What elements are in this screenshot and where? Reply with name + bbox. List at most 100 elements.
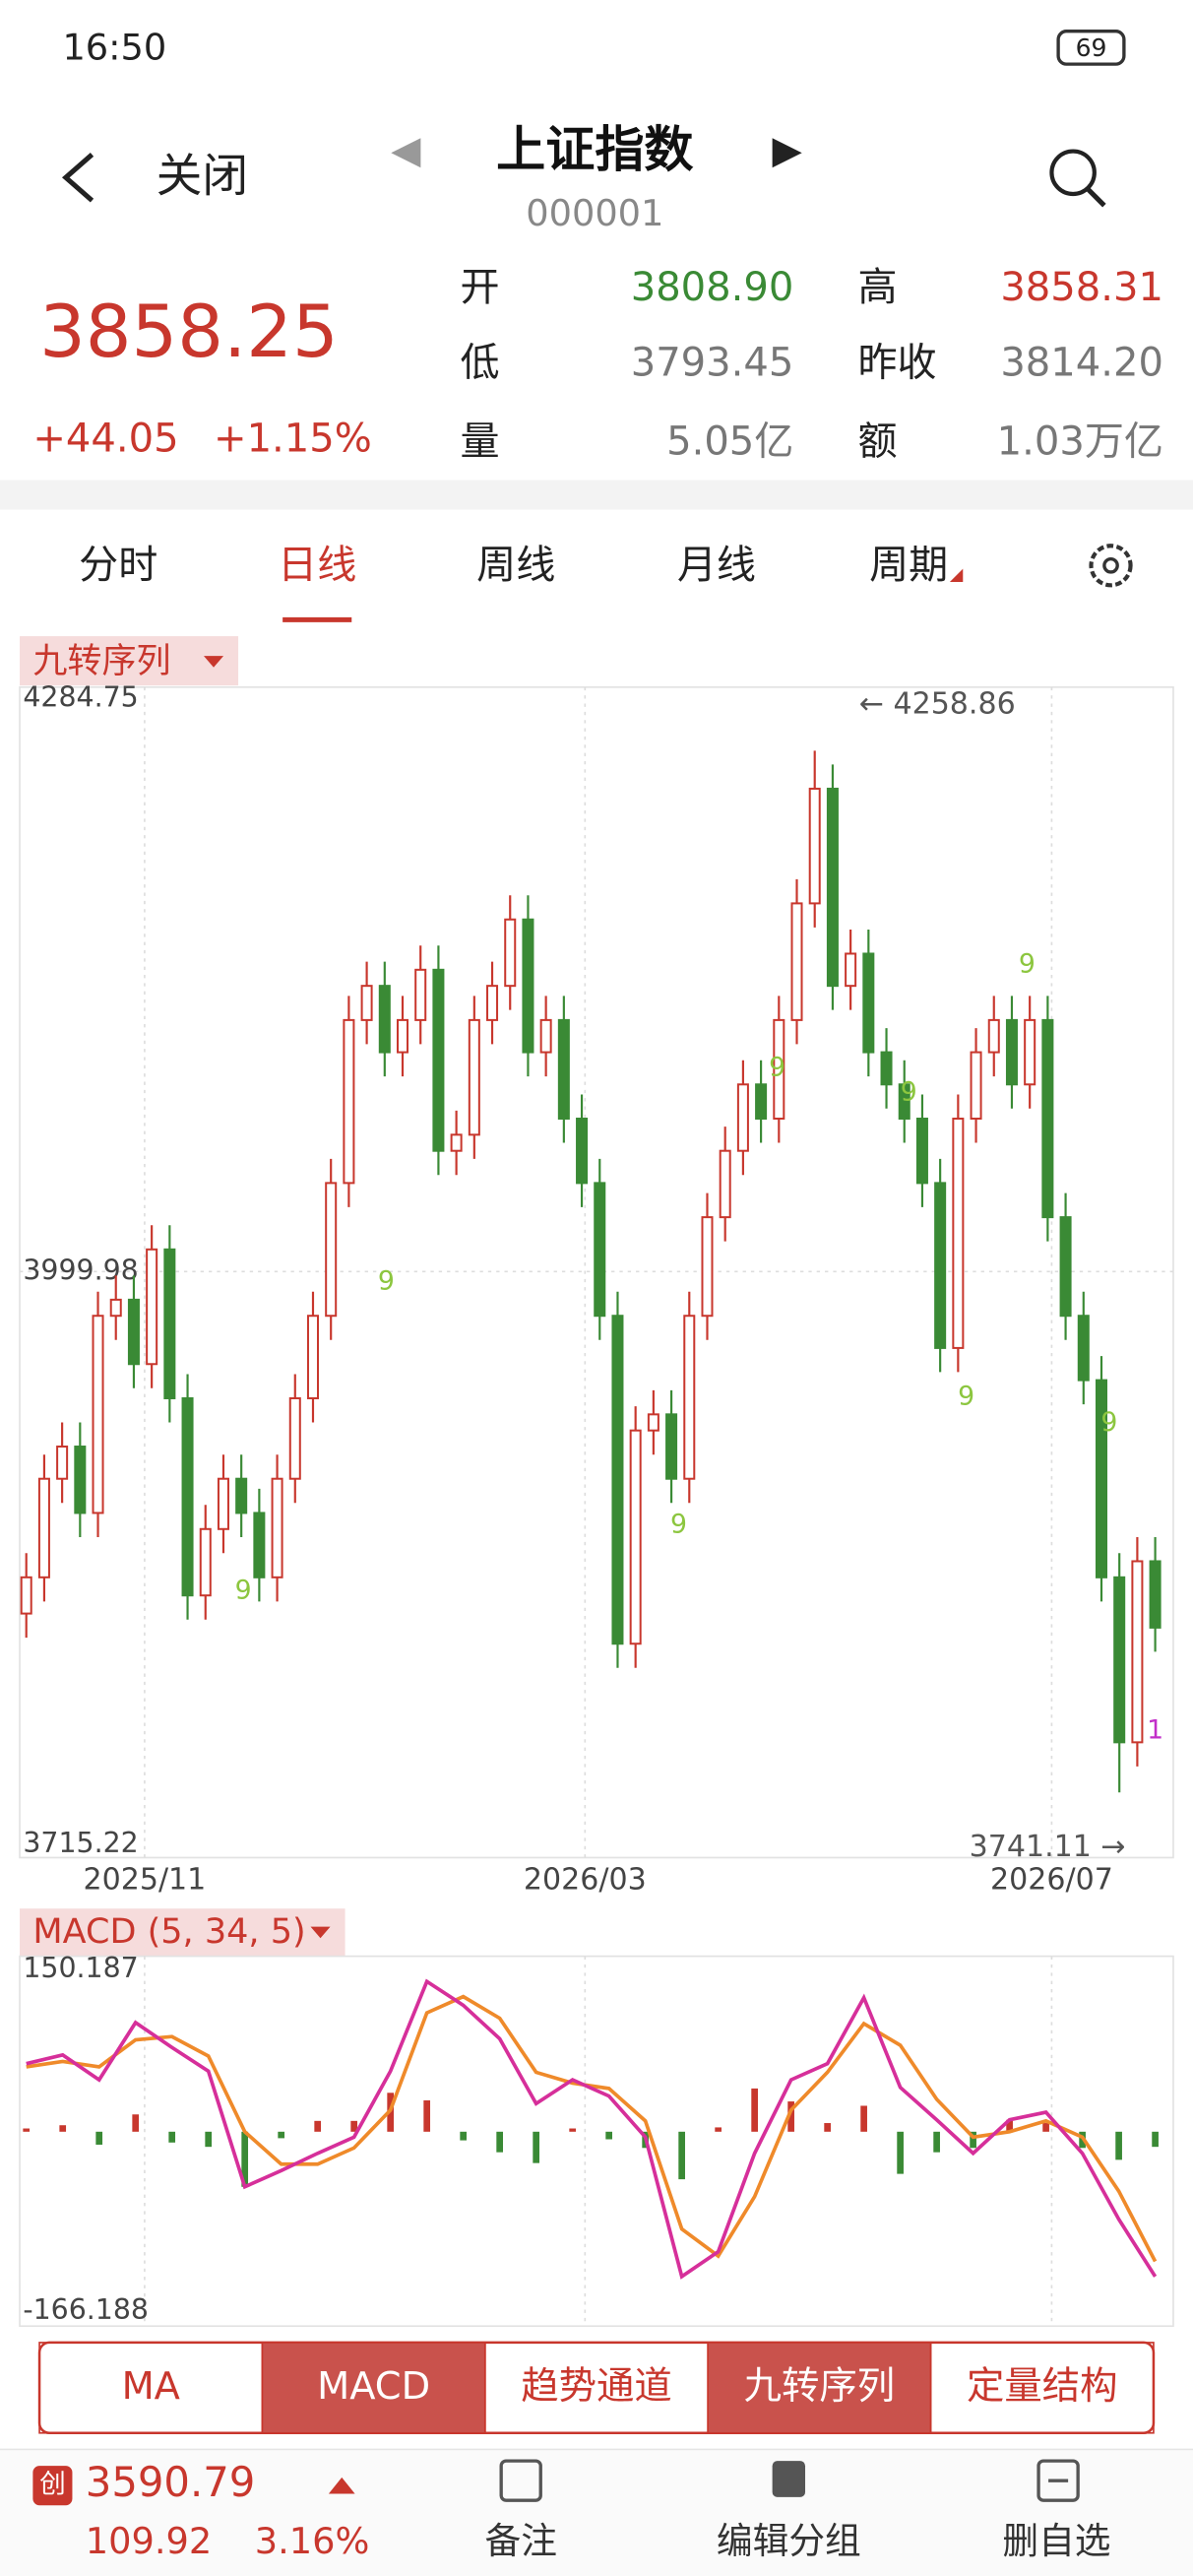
candle-body: [952, 1118, 965, 1349]
macd-bar: [787, 2101, 794, 2132]
macd-label[interactable]: MACD (5, 34, 5): [32, 1911, 305, 1952]
note-icon[interactable]: [499, 2459, 542, 2502]
macd-bar: [1006, 2119, 1013, 2132]
candle-body: [146, 1248, 158, 1366]
candle-body: [522, 918, 534, 1054]
indicator-tag[interactable]: [20, 636, 239, 686]
action-label[interactable]: 备注: [484, 2520, 556, 2562]
field-value: 3814.20: [1000, 341, 1163, 386]
candle-body: [808, 787, 821, 905]
macd-dea-line: [26, 1994, 1158, 2263]
candle-body: [647, 1413, 659, 1432]
indicator-button[interactable]: [929, 2342, 1155, 2434]
candle-body: [970, 1051, 982, 1121]
candle-body: [217, 1477, 229, 1530]
candle-body: [1024, 1018, 1036, 1086]
candle-body: [1077, 1315, 1090, 1382]
indicator-button-label[interactable]: 定量结构: [967, 2364, 1117, 2409]
macd-tag[interactable]: [20, 1908, 345, 1957]
candle-body: [74, 1446, 87, 1514]
bottom-bar: [0, 2449, 1193, 2576]
candle-body: [611, 1315, 624, 1645]
macd-bar: [933, 2131, 940, 2153]
tab[interactable]: 日线: [278, 543, 356, 588]
x-tick-label: 2025/11: [84, 1862, 207, 1897]
candle-body: [504, 918, 517, 988]
macd-bar: [1042, 2123, 1049, 2132]
macd-bar: [350, 2120, 358, 2132]
macd-dif-line: [26, 1978, 1158, 2280]
candle-body: [92, 1315, 104, 1514]
action-label[interactable]: 编辑分组: [717, 2520, 861, 2562]
candle-body: [414, 968, 427, 1021]
field-value: 3793.45: [631, 341, 794, 386]
low-annotation: 3741.11 →: [970, 1830, 1126, 1864]
separator: [0, 480, 1193, 510]
candle-body: [845, 952, 857, 988]
nine-turn-mark: 9: [1019, 948, 1036, 979]
settings-icon[interactable]: [1089, 544, 1133, 588]
macd-bar: [423, 2099, 431, 2132]
indicator-button-label[interactable]: 趋势通道: [521, 2364, 672, 2409]
candle-body: [37, 1477, 50, 1578]
field-label: 开: [460, 265, 499, 310]
candle-body: [629, 1429, 642, 1645]
candle-body: [450, 1133, 463, 1152]
macd-bar: [605, 2131, 612, 2140]
board-icon-label: 创: [39, 2470, 66, 2500]
tab[interactable]: 周线: [476, 543, 555, 588]
indicator-button[interactable]: [707, 2342, 932, 2434]
field-label: 昨收: [857, 341, 936, 386]
x-tick-label: 2026/03: [524, 1862, 647, 1897]
group-icon[interactable]: [772, 2461, 806, 2497]
candle-body: [468, 1018, 480, 1136]
candle-body: [181, 1396, 194, 1597]
candle-body: [486, 985, 499, 1021]
macd-bar: [860, 2105, 867, 2132]
macd-bar: [278, 2131, 285, 2139]
macd-bar: [241, 2131, 249, 2187]
macd-bar: [569, 2128, 576, 2132]
search-icon[interactable]: [1049, 149, 1097, 197]
y-tick-label: 150.187: [23, 1952, 138, 1984]
y-tick-label: 4284.75: [23, 681, 138, 714]
macd-bar: [496, 2131, 504, 2153]
next-arrow[interactable]: [772, 138, 802, 168]
field-label: 额: [857, 419, 897, 465]
macd-bar: [751, 2088, 758, 2132]
high-annotation: ← 4258.86: [859, 687, 1016, 722]
back-icon[interactable]: [61, 153, 94, 203]
remove-icon[interactable]: [1036, 2459, 1080, 2502]
nine-turn-mark: 9: [235, 1576, 252, 1606]
candle-body: [163, 1248, 176, 1399]
x-tick-label: 2026/07: [990, 1862, 1113, 1897]
candle-body: [880, 1051, 893, 1086]
candle-body: [826, 787, 839, 988]
tab[interactable]: 月线: [677, 543, 756, 588]
candle-body: [719, 1149, 731, 1219]
candle-body: [1131, 1560, 1144, 1744]
nine-turn-mark: 9: [1100, 1407, 1117, 1438]
tab[interactable]: 周期: [869, 543, 948, 588]
settings-icon-core: [1102, 556, 1119, 574]
candle-body: [1041, 1018, 1054, 1219]
indicator-button-label[interactable]: MA: [122, 2364, 180, 2409]
macd-bar: [715, 2127, 722, 2132]
nine-turn-mark: 9: [378, 1266, 395, 1297]
macd-bar: [1115, 2131, 1122, 2160]
indicator-button-label[interactable]: 九转序列: [744, 2364, 896, 2409]
prev-arrow[interactable]: [391, 138, 421, 168]
dropdown-arrow: [310, 1926, 331, 1939]
candle-body: [862, 952, 875, 1054]
close-label[interactable]: 关闭: [157, 150, 248, 203]
candle-body: [934, 1182, 947, 1349]
battery-icon: [1056, 30, 1126, 66]
candle-body: [773, 1018, 785, 1121]
tab[interactable]: 分时: [79, 543, 157, 588]
candle-body: [915, 1118, 928, 1185]
indicator-name[interactable]: 九转序列: [32, 641, 170, 681]
action-label[interactable]: 删自选: [1002, 2520, 1110, 2562]
indicator-button-label[interactable]: MACD: [317, 2364, 430, 2409]
dropdown-arrow: [204, 656, 224, 668]
